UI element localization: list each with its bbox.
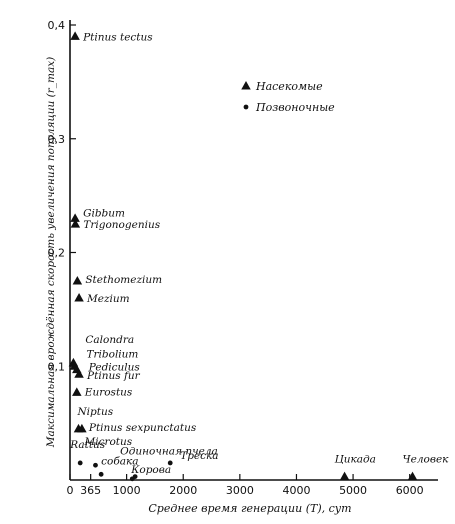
legend-triangle-icon [241,81,251,90]
insect-point [407,471,418,481]
x-tick-label: 1000 [113,484,141,497]
x-tick-label: 6000 [396,484,424,497]
vertebrate-point [129,476,135,482]
point-label: Треска [180,450,218,462]
y-tick-label: 0,2 [48,247,66,260]
point-label: Niptus [76,406,113,418]
point-label: Eurostus [84,386,133,398]
x-tick-label: 4000 [282,484,310,497]
point-label: Pediculus [88,362,141,374]
insect-point [70,219,81,228]
y-tick-label: 0,3 [48,133,66,146]
y-tick-label: 0,1 [48,360,66,373]
insect-point [72,275,83,285]
point-label: Calondra [85,334,134,346]
vertebrate-point [93,462,98,468]
vertebrate-point [167,460,173,466]
point-label: Stethomezium [85,274,162,286]
ticks: 0,1 0,2 0,3 0,4 0 365 1000 2000 3000 4000 5000 6000 [48,19,424,497]
point-label: собака [101,455,138,467]
x-tick-label: 0 [67,484,74,497]
y-axis-title: Максимальная врождённая скорость увеличе… [45,57,57,448]
point-label: Цикада [335,454,376,466]
point-label: Microtus [83,436,132,448]
legend-dot-icon [243,104,249,110]
insect-point [70,213,80,222]
point-label: Ptinus tectus [82,31,153,43]
x-tick-label: 5000 [339,484,367,497]
insect-point [74,293,84,302]
point-label: Ptinus fur [86,370,141,382]
x-tick-label: 2000 [169,484,197,497]
point-label: Человек [403,454,450,466]
vertebrate-point [98,471,104,477]
y-tick-label: 0,4 [48,19,66,32]
vertebrate-point [77,460,83,466]
point-label: Одиночная пчела [120,446,218,458]
point-label: Trigonogenius [83,219,160,231]
legend-label: Позвоночные [255,101,335,114]
insect-point [339,471,350,481]
point-label: Корова [130,464,171,476]
insect-point [70,31,80,40]
point-label: Mezium [86,293,130,305]
legend: Насекомые Позвоночные [241,80,335,114]
point-label: Rattus [69,439,106,451]
axes [69,20,438,481]
point-label: Tribolium [87,348,139,360]
insect-point [77,423,87,433]
x-axis-title: Среднее время генерации (T), сут [148,502,351,515]
insect-point [74,369,84,378]
insect-point [72,387,82,396]
legend-label: Насекомые [255,80,323,93]
x-tick-label: 365 [80,484,101,497]
x-tick-label: 3000 [226,484,254,497]
point-label: Gibbum [83,207,125,219]
point-label: Ptinus sexpunctatus [88,422,197,434]
